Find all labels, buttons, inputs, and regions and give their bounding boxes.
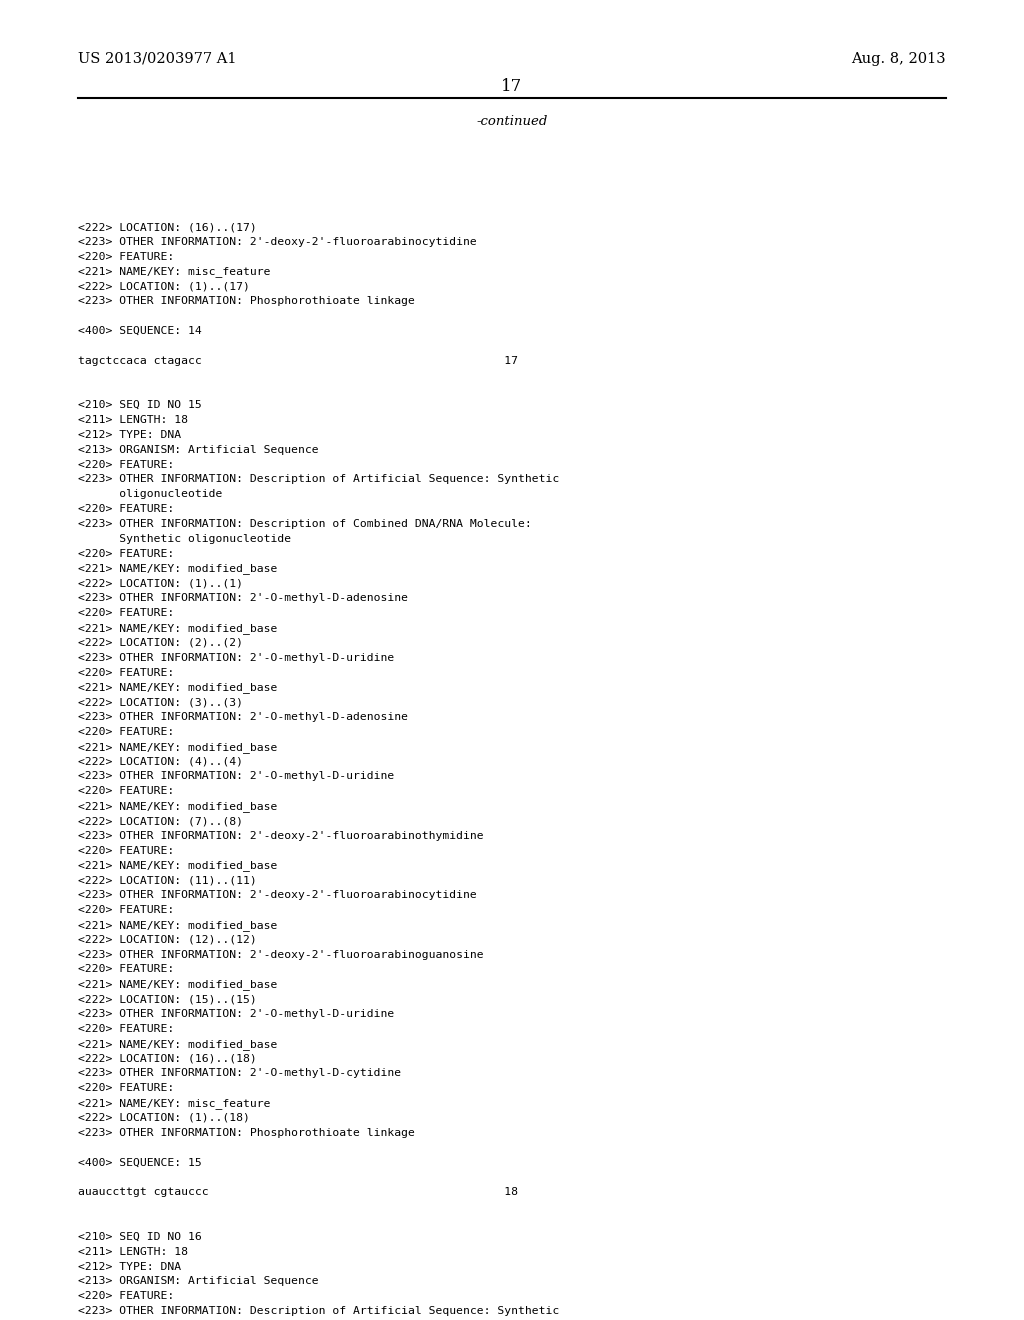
Text: <222> LOCATION: (3)..(3): <222> LOCATION: (3)..(3) xyxy=(78,697,243,708)
Text: <223> OTHER INFORMATION: Phosphorothioate linkage: <223> OTHER INFORMATION: Phosphorothioat… xyxy=(78,296,415,306)
Text: <210> SEQ ID NO 15: <210> SEQ ID NO 15 xyxy=(78,400,202,411)
Text: <222> LOCATION: (4)..(4): <222> LOCATION: (4)..(4) xyxy=(78,756,243,767)
Text: 17: 17 xyxy=(502,78,522,95)
Text: auauccttgt cgtauccc                                           18: auauccttgt cgtauccc 18 xyxy=(78,1187,518,1197)
Text: <220> FEATURE:: <220> FEATURE: xyxy=(78,549,174,558)
Text: <221> NAME/KEY: modified_base: <221> NAME/KEY: modified_base xyxy=(78,861,278,871)
Text: <223> OTHER INFORMATION: 2'-O-methyl-D-uridine: <223> OTHER INFORMATION: 2'-O-methyl-D-u… xyxy=(78,652,394,663)
Text: <221> NAME/KEY: modified_base: <221> NAME/KEY: modified_base xyxy=(78,1039,278,1049)
Text: <213> ORGANISM: Artificial Sequence: <213> ORGANISM: Artificial Sequence xyxy=(78,445,318,455)
Text: <222> LOCATION: (2)..(2): <222> LOCATION: (2)..(2) xyxy=(78,638,243,648)
Text: <220> FEATURE:: <220> FEATURE: xyxy=(78,668,174,677)
Text: <211> LENGTH: 18: <211> LENGTH: 18 xyxy=(78,414,188,425)
Text: <222> LOCATION: (12)..(12): <222> LOCATION: (12)..(12) xyxy=(78,935,257,945)
Text: <212> TYPE: DNA: <212> TYPE: DNA xyxy=(78,430,181,440)
Text: <221> NAME/KEY: misc_feature: <221> NAME/KEY: misc_feature xyxy=(78,1098,270,1109)
Text: <223> OTHER INFORMATION: 2'-O-methyl-D-uridine: <223> OTHER INFORMATION: 2'-O-methyl-D-u… xyxy=(78,771,394,781)
Text: <221> NAME/KEY: modified_base: <221> NAME/KEY: modified_base xyxy=(78,742,278,752)
Text: tagctccaca ctagacc                                            17: tagctccaca ctagacc 17 xyxy=(78,355,518,366)
Text: Aug. 8, 2013: Aug. 8, 2013 xyxy=(851,51,946,66)
Text: <223> OTHER INFORMATION: 2'-deoxy-2'-fluoroarabinoguanosine: <223> OTHER INFORMATION: 2'-deoxy-2'-flu… xyxy=(78,949,483,960)
Text: <223> OTHER INFORMATION: 2'-O-methyl-D-adenosine: <223> OTHER INFORMATION: 2'-O-methyl-D-a… xyxy=(78,593,408,603)
Text: <220> FEATURE:: <220> FEATURE: xyxy=(78,252,174,261)
Text: <222> LOCATION: (11)..(11): <222> LOCATION: (11)..(11) xyxy=(78,875,257,886)
Text: <222> LOCATION: (1)..(18): <222> LOCATION: (1)..(18) xyxy=(78,1113,250,1123)
Text: <400> SEQUENCE: 15: <400> SEQUENCE: 15 xyxy=(78,1158,202,1168)
Text: <220> FEATURE:: <220> FEATURE: xyxy=(78,459,174,470)
Text: <220> FEATURE:: <220> FEATURE: xyxy=(78,846,174,855)
Text: <221> NAME/KEY: modified_base: <221> NAME/KEY: modified_base xyxy=(78,920,278,931)
Text: US 2013/0203977 A1: US 2013/0203977 A1 xyxy=(78,51,237,66)
Text: <221> NAME/KEY: modified_base: <221> NAME/KEY: modified_base xyxy=(78,979,278,990)
Text: <222> LOCATION: (16)..(17): <222> LOCATION: (16)..(17) xyxy=(78,222,257,232)
Text: <221> NAME/KEY: misc_feature: <221> NAME/KEY: misc_feature xyxy=(78,267,270,277)
Text: <222> LOCATION: (1)..(17): <222> LOCATION: (1)..(17) xyxy=(78,281,250,292)
Text: <221> NAME/KEY: modified_base: <221> NAME/KEY: modified_base xyxy=(78,564,278,574)
Text: <222> LOCATION: (1)..(1): <222> LOCATION: (1)..(1) xyxy=(78,578,243,589)
Text: <223> OTHER INFORMATION: 2'-deoxy-2'-fluoroarabinocytidine: <223> OTHER INFORMATION: 2'-deoxy-2'-flu… xyxy=(78,890,477,900)
Text: <220> FEATURE:: <220> FEATURE: xyxy=(78,1024,174,1034)
Text: oligonucleotide: oligonucleotide xyxy=(78,490,222,499)
Text: <210> SEQ ID NO 16: <210> SEQ ID NO 16 xyxy=(78,1232,202,1242)
Text: <213> ORGANISM: Artificial Sequence: <213> ORGANISM: Artificial Sequence xyxy=(78,1276,318,1287)
Text: <221> NAME/KEY: modified_base: <221> NAME/KEY: modified_base xyxy=(78,801,278,812)
Text: <220> FEATURE:: <220> FEATURE: xyxy=(78,906,174,915)
Text: <223> OTHER INFORMATION: 2'-O-methyl-D-cytidine: <223> OTHER INFORMATION: 2'-O-methyl-D-c… xyxy=(78,1068,401,1078)
Text: <220> FEATURE:: <220> FEATURE: xyxy=(78,965,174,974)
Text: <223> OTHER INFORMATION: Description of Artificial Sequence: Synthetic: <223> OTHER INFORMATION: Description of … xyxy=(78,474,559,484)
Text: <223> OTHER INFORMATION: Description of Combined DNA/RNA Molecule:: <223> OTHER INFORMATION: Description of … xyxy=(78,519,531,529)
Text: <220> FEATURE:: <220> FEATURE: xyxy=(78,1084,174,1093)
Text: <222> LOCATION: (16)..(18): <222> LOCATION: (16)..(18) xyxy=(78,1053,257,1064)
Text: <222> LOCATION: (7)..(8): <222> LOCATION: (7)..(8) xyxy=(78,816,243,826)
Text: <223> OTHER INFORMATION: Phosphorothioate linkage: <223> OTHER INFORMATION: Phosphorothioat… xyxy=(78,1127,415,1138)
Text: <220> FEATURE:: <220> FEATURE: xyxy=(78,787,174,796)
Text: <220> FEATURE:: <220> FEATURE: xyxy=(78,609,174,618)
Text: <221> NAME/KEY: modified_base: <221> NAME/KEY: modified_base xyxy=(78,682,278,693)
Text: <222> LOCATION: (15)..(15): <222> LOCATION: (15)..(15) xyxy=(78,994,257,1005)
Text: <212> TYPE: DNA: <212> TYPE: DNA xyxy=(78,1262,181,1271)
Text: <223> OTHER INFORMATION: 2'-deoxy-2'-fluoroarabinocytidine: <223> OTHER INFORMATION: 2'-deoxy-2'-flu… xyxy=(78,236,477,247)
Text: Synthetic oligonucleotide: Synthetic oligonucleotide xyxy=(78,533,291,544)
Text: <223> OTHER INFORMATION: 2'-deoxy-2'-fluoroarabinothymidine: <223> OTHER INFORMATION: 2'-deoxy-2'-flu… xyxy=(78,830,483,841)
Text: <223> OTHER INFORMATION: 2'-O-methyl-D-adenosine: <223> OTHER INFORMATION: 2'-O-methyl-D-a… xyxy=(78,711,408,722)
Text: <220> FEATURE:: <220> FEATURE: xyxy=(78,727,174,737)
Text: <220> FEATURE:: <220> FEATURE: xyxy=(78,504,174,515)
Text: <223> OTHER INFORMATION: Description of Artificial Sequence: Synthetic: <223> OTHER INFORMATION: Description of … xyxy=(78,1305,559,1316)
Text: <221> NAME/KEY: modified_base: <221> NAME/KEY: modified_base xyxy=(78,623,278,634)
Text: <400> SEQUENCE: 14: <400> SEQUENCE: 14 xyxy=(78,326,202,337)
Text: -continued: -continued xyxy=(476,115,548,128)
Text: <211> LENGTH: 18: <211> LENGTH: 18 xyxy=(78,1246,188,1257)
Text: <223> OTHER INFORMATION: 2'-O-methyl-D-uridine: <223> OTHER INFORMATION: 2'-O-methyl-D-u… xyxy=(78,1008,394,1019)
Text: <220> FEATURE:: <220> FEATURE: xyxy=(78,1291,174,1302)
